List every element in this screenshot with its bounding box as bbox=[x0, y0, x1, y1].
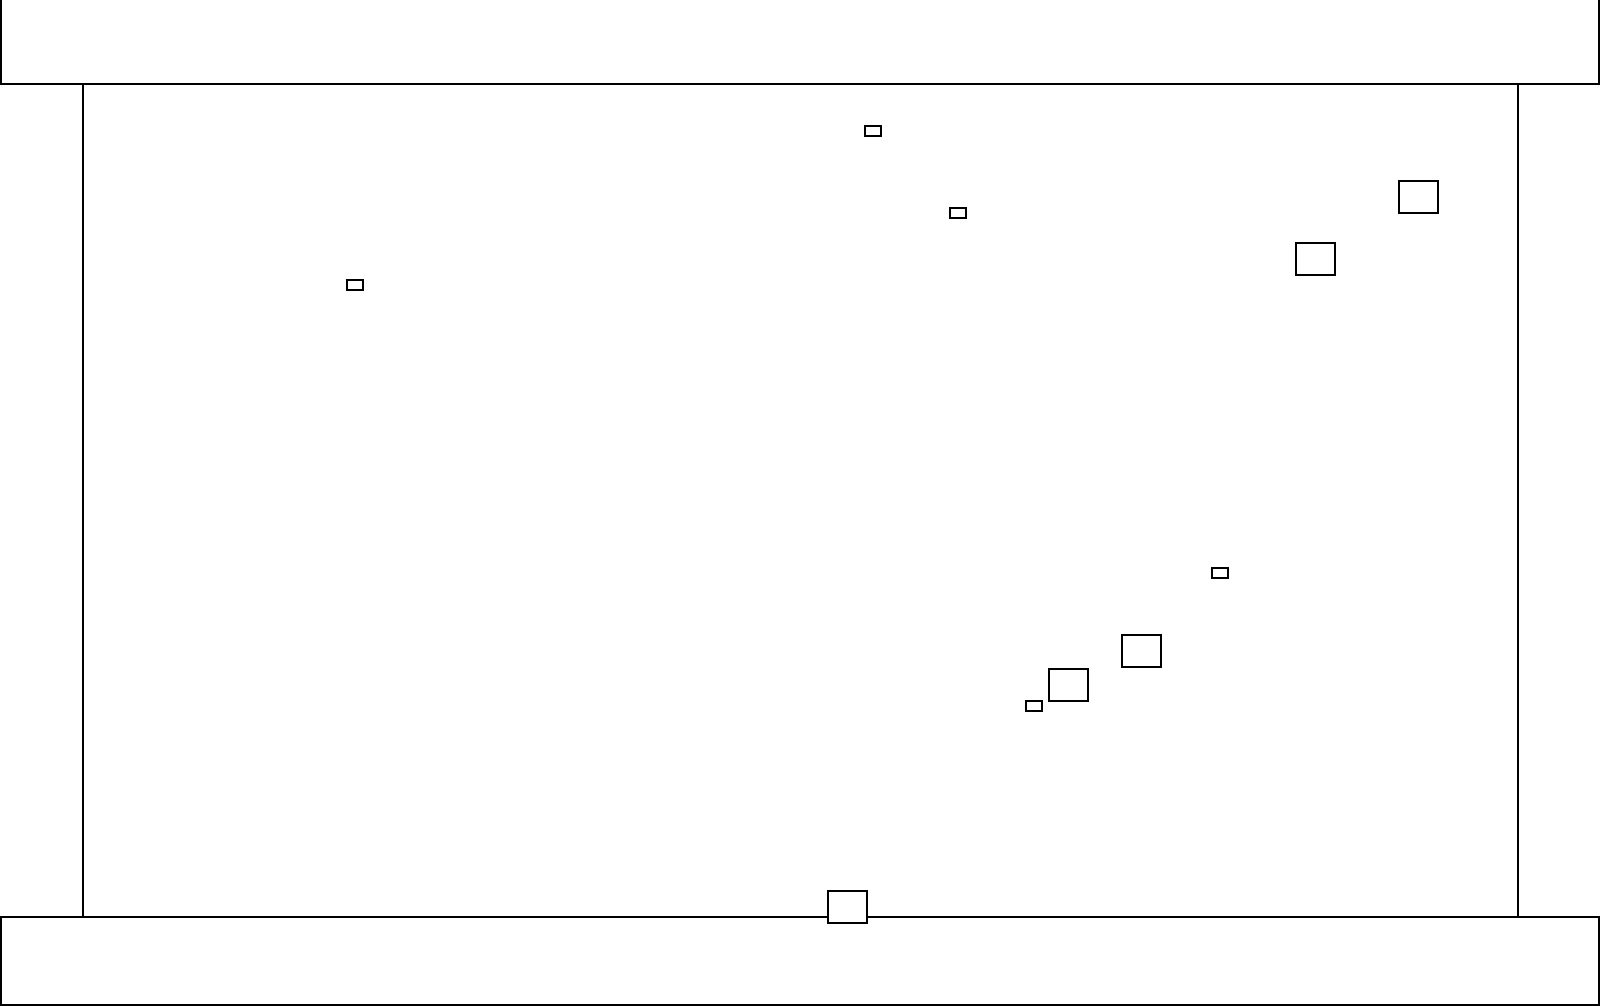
bottom-band bbox=[0, 916, 1600, 1006]
large-widget[interactable] bbox=[827, 890, 868, 924]
top-band bbox=[0, 0, 1600, 85]
small-widget[interactable] bbox=[864, 125, 882, 137]
small-widget[interactable] bbox=[1025, 700, 1043, 712]
large-widget[interactable] bbox=[1048, 668, 1089, 702]
small-widget[interactable] bbox=[949, 207, 967, 219]
right-strip bbox=[1516, 83, 1600, 918]
large-widget[interactable] bbox=[1398, 180, 1439, 214]
main-canvas[interactable] bbox=[82, 83, 1519, 918]
small-widget[interactable] bbox=[1211, 567, 1229, 579]
large-widget[interactable] bbox=[1295, 242, 1336, 276]
large-widget[interactable] bbox=[1121, 634, 1162, 668]
left-strip bbox=[0, 83, 85, 918]
small-widget[interactable] bbox=[346, 279, 364, 291]
